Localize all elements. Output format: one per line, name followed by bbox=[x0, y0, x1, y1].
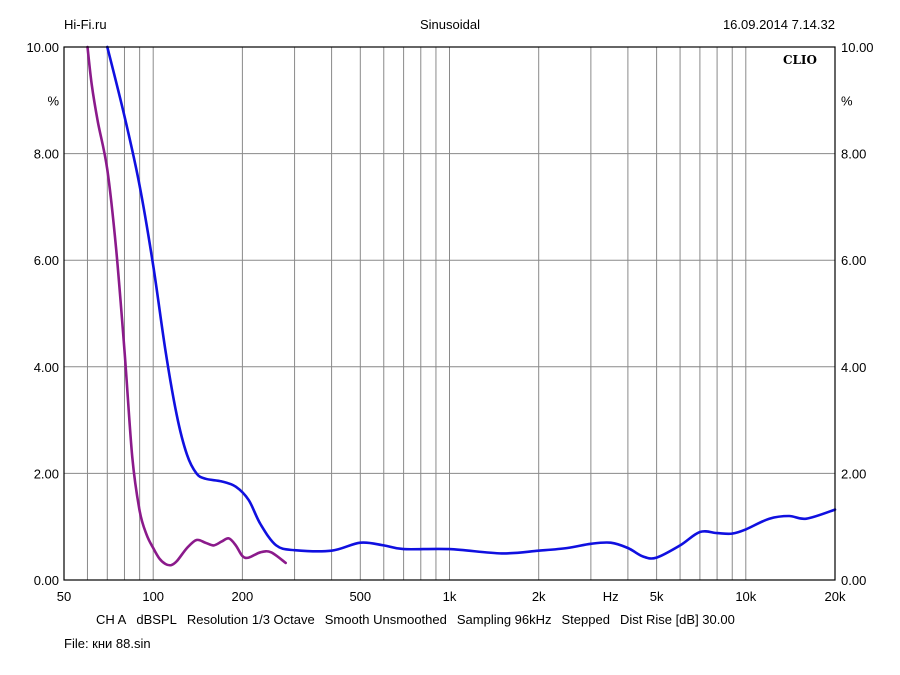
file-name: File: кни 88.sin bbox=[64, 636, 151, 651]
y-tick-label-right: 8.00 bbox=[841, 147, 866, 162]
series-line-2 bbox=[86, 45, 287, 567]
x-tick-label: 200 bbox=[232, 589, 254, 604]
x-tick-label: 50 bbox=[57, 589, 71, 604]
series-layer bbox=[86, 45, 837, 567]
y-unit-left: % bbox=[47, 93, 59, 108]
y-tick-label-left: 2.00 bbox=[34, 466, 59, 481]
x-tick-label: 100 bbox=[142, 589, 164, 604]
y-tick-label-right: 10.00 bbox=[841, 40, 874, 55]
x-tick-label: 5k bbox=[650, 589, 664, 604]
brand-logo: CLIO bbox=[783, 53, 817, 67]
chart-svg: 50 100 200 500 1k 2k Hz 5k 10k 20k0.002.004.006.0… bbox=[26, 40, 873, 604]
settings-item: Resolution 1/3 Octave bbox=[186, 612, 315, 627]
y-tick-label-left: 8.00 bbox=[34, 147, 59, 162]
settings-item: dBSPL bbox=[136, 612, 177, 627]
y-tick-label-right: 2.00 bbox=[841, 466, 866, 481]
y-tick-label-right: 4.00 bbox=[841, 360, 866, 375]
plot-frame bbox=[63, 46, 836, 581]
settings-item: Sampling 96kHz bbox=[456, 612, 552, 627]
settings-line: CH A dBSPL Resolution 1/3 Octave Smooth Uns… bbox=[96, 612, 745, 627]
settings-item: Dist Rise [dB] 30.00 bbox=[619, 612, 735, 627]
series-line-1 bbox=[106, 45, 837, 560]
grid-layer bbox=[64, 47, 835, 580]
y-tick-label-right: 0.00 bbox=[841, 573, 866, 588]
x-tick-label: 2k bbox=[532, 589, 546, 604]
header-left-text: Hi-Fi.ru bbox=[64, 17, 107, 32]
y-tick-label-left: 10.00 bbox=[26, 40, 59, 55]
label-layer: 50 100 200 500 1k 2k Hz 5k 10k 20k0.002.004.006.0… bbox=[26, 40, 873, 604]
y-tick-label-right: 6.00 bbox=[841, 253, 866, 268]
header-timestamp: 16.09.2014 7.14.32 bbox=[722, 17, 835, 32]
x-tick-label: 1k bbox=[443, 589, 457, 604]
settings-item: CH A bbox=[96, 612, 127, 627]
header-title: Sinusoidal bbox=[420, 17, 480, 32]
x-tick-label: 10k bbox=[735, 589, 756, 604]
settings-item: Smooth Unsmoothed bbox=[324, 612, 447, 627]
x-tick-label: 20k bbox=[825, 589, 846, 604]
y-unit-right: % bbox=[841, 93, 853, 108]
y-tick-label-left: 4.00 bbox=[34, 360, 59, 375]
settings-item: Stepped bbox=[561, 612, 610, 627]
x-tick-label: Hz bbox=[603, 589, 619, 604]
y-tick-label-left: 0.00 bbox=[34, 573, 59, 588]
y-tick-label-left: 6.00 bbox=[34, 253, 59, 268]
x-tick-label: 500 bbox=[349, 589, 371, 604]
